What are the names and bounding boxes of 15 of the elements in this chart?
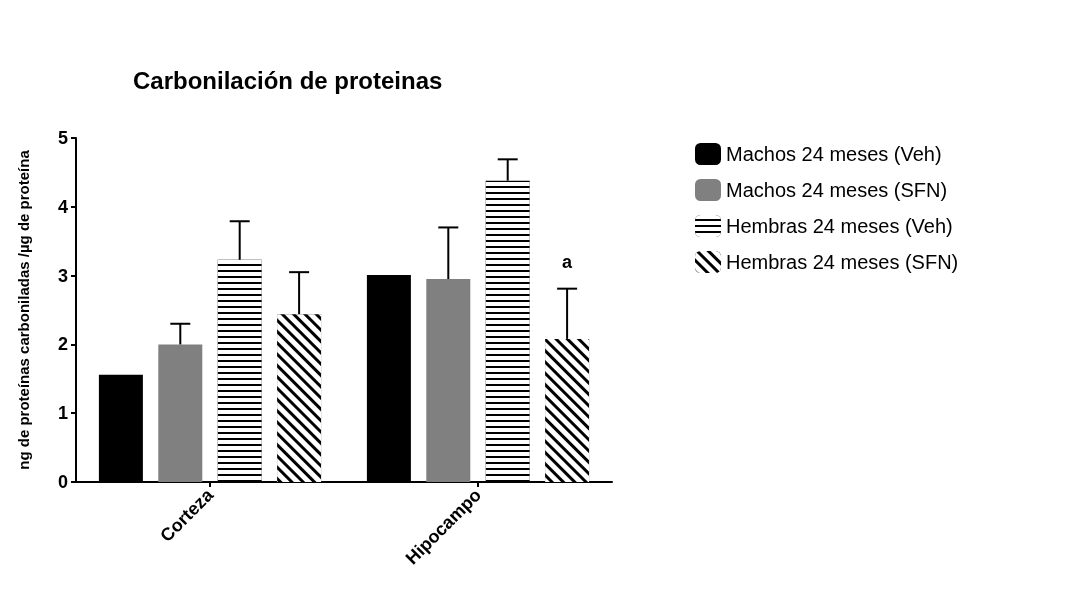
y-tick-label: 2 bbox=[57, 334, 68, 355]
bar bbox=[158, 344, 203, 482]
y-tick-label: 5 bbox=[57, 128, 68, 148]
legend-label: Machos 24 meses (Veh) bbox=[726, 143, 942, 165]
legend-label: Hembras 24 meses (Veh) bbox=[726, 215, 953, 237]
chart-title: Carbonilación de proteinas bbox=[133, 66, 443, 94]
y-tick-label: 0 bbox=[57, 472, 68, 492]
y-tick-label: 1 bbox=[57, 403, 68, 424]
y-tick-label: 4 bbox=[57, 196, 68, 217]
annotation: a bbox=[562, 251, 574, 272]
y-axis-title: ng de proteínas carboniladas /µg de proteína bbox=[15, 149, 32, 470]
legend-label: Machos 24 meses (SFN) bbox=[726, 179, 948, 201]
legend-label: Hembras 24 meses (SFN) bbox=[726, 251, 959, 273]
y-tick-label: 3 bbox=[57, 265, 68, 286]
bar bbox=[426, 279, 471, 482]
